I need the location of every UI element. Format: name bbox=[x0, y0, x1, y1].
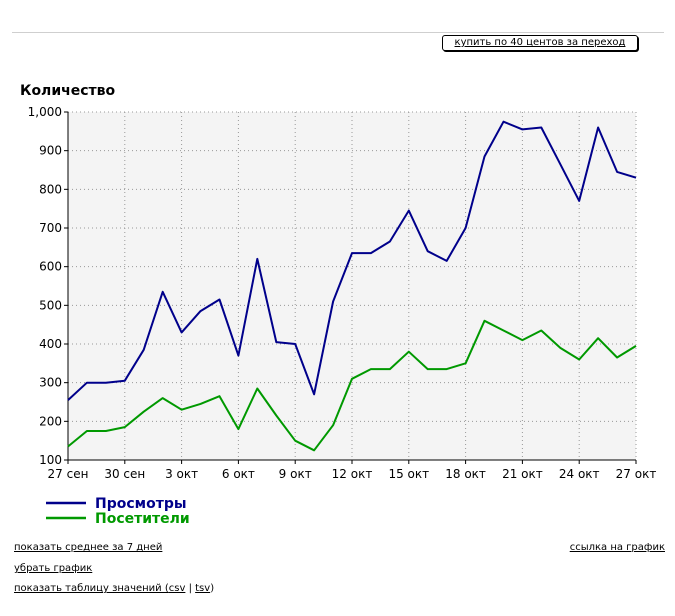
x-tick-label: 12 окт bbox=[332, 467, 373, 481]
show-values-table-link[interactable]: показать таблицу значений ( bbox=[14, 583, 169, 594]
y-tick-label: 700 bbox=[39, 221, 62, 235]
y-tick-label: 800 bbox=[39, 182, 62, 196]
y-tick-label: 300 bbox=[39, 376, 62, 390]
x-tick-label: 27 сен bbox=[48, 467, 89, 481]
x-tick-label: 30 сен bbox=[104, 467, 145, 481]
y-tick-label: 900 bbox=[39, 144, 62, 158]
tsv-link[interactable]: tsv bbox=[195, 583, 211, 594]
y-tick-label: 200 bbox=[39, 414, 62, 428]
x-tick-label: 27 окт bbox=[616, 467, 657, 481]
closing-paren: ) bbox=[210, 583, 215, 594]
y-tick-label: 400 bbox=[39, 337, 62, 351]
x-tick-label: 15 окт bbox=[388, 467, 429, 481]
x-tick-label: 21 окт bbox=[502, 467, 543, 481]
y-tick-label: 600 bbox=[39, 260, 62, 274]
plot-background bbox=[68, 112, 636, 460]
y-axis-label: Количество bbox=[20, 83, 116, 99]
remove-chart-link[interactable]: убрать график bbox=[14, 563, 93, 574]
line-chart: Количество 100 200 300 400 500 600 700 800 900 1,… bbox=[20, 83, 657, 527]
x-tick-label: 9 окт bbox=[279, 467, 312, 481]
x-tick-label: 24 окт bbox=[559, 467, 600, 481]
y-tick-label: 100 bbox=[39, 453, 62, 467]
y-tick-label: 1,000 bbox=[28, 105, 62, 119]
series-line-1 bbox=[67, 120, 637, 401]
top-divider bbox=[12, 32, 664, 33]
x-tick-label: 6 окт bbox=[222, 467, 255, 481]
csv-link[interactable]: csv bbox=[168, 583, 186, 594]
chart-link[interactable]: ссылка на график bbox=[569, 542, 665, 553]
show-7-day-average-link[interactable]: показать среднее за 7 дней bbox=[14, 542, 163, 553]
legend-label: Просмотры bbox=[95, 496, 187, 512]
x-tick-label: 3 окт bbox=[165, 467, 198, 481]
separator: | bbox=[185, 583, 196, 594]
buy-clicks-button[interactable]: купить по 40 центов за переход bbox=[442, 35, 638, 51]
legend-label: Посетители bbox=[95, 511, 190, 527]
x-tick-label: 18 окт bbox=[445, 467, 486, 481]
plot-area: 100 200 300 400 500 600 700 800 900 1,000 27 сен 30… bbox=[28, 105, 657, 481]
series-line-2 bbox=[67, 319, 637, 452]
y-tick-label: 500 bbox=[39, 298, 62, 312]
show-values-table: показать таблицу значений (csv | tsv) bbox=[14, 583, 214, 594]
